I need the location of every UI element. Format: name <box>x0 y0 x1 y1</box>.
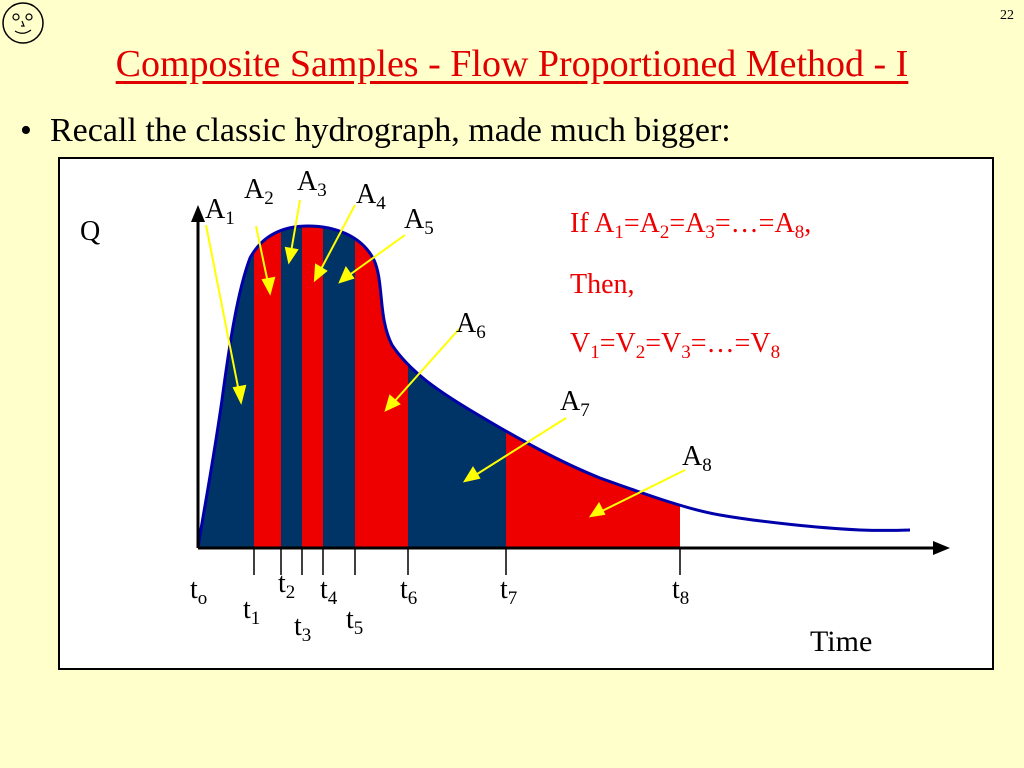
hydrograph-curve <box>196 224 911 549</box>
bullet-text: Recall the classic hydrograph, made much… <box>50 112 731 149</box>
x-axis-label: Time <box>810 625 872 658</box>
area-label-a7: A7 <box>560 386 590 421</box>
pointer-arrows <box>205 199 686 518</box>
time-label-t3: t3 <box>294 611 311 646</box>
area-label-a3: A3 <box>297 166 327 201</box>
time-label-t5: t5 <box>346 604 363 639</box>
band-a2 <box>254 226 281 548</box>
y-axis-label: Q <box>80 216 100 247</box>
band-a4 <box>302 226 323 548</box>
area-label-a1: A1 <box>205 194 235 229</box>
time-label-t6: t6 <box>400 574 417 609</box>
band-a3 <box>281 226 302 548</box>
hydrograph-diagram <box>58 157 994 670</box>
time-ticks <box>253 548 681 575</box>
band-a7 <box>408 226 506 548</box>
time-label-t8: t8 <box>672 574 689 609</box>
area-bands <box>198 226 680 548</box>
x-axis-arrow-icon <box>933 541 950 555</box>
time-label-t1: t1 <box>243 594 260 629</box>
statement-line-1: If A1=A2=A3=…=A8, <box>570 208 811 243</box>
bullet-dot: • <box>20 112 32 149</box>
slide-title: Composite Samples - Flow Proportioned Me… <box>115 43 909 85</box>
area-label-a5: A5 <box>404 204 434 239</box>
area-label-a4: A4 <box>356 179 386 214</box>
statement-line-3: V1=V2=V3=…=V8 <box>570 328 780 363</box>
axes <box>191 205 950 555</box>
y-axis-arrow-icon <box>191 205 205 222</box>
area-label-a2: A2 <box>244 174 274 209</box>
area-label-a6: A6 <box>456 308 486 343</box>
time-label-t2: t2 <box>278 568 295 603</box>
bullet-item: • Recall the classic hydrograph, made muc… <box>20 112 731 150</box>
smiley-face-icon <box>2 2 44 44</box>
time-label-t0: to <box>190 574 207 609</box>
statement-line-2: Then, <box>570 269 635 300</box>
slide-number: 22 <box>1000 8 1014 23</box>
band-a5 <box>323 226 355 548</box>
time-label-t7: t7 <box>500 574 517 609</box>
area-label-a8: A8 <box>682 441 712 476</box>
time-label-t4: t4 <box>320 574 338 609</box>
